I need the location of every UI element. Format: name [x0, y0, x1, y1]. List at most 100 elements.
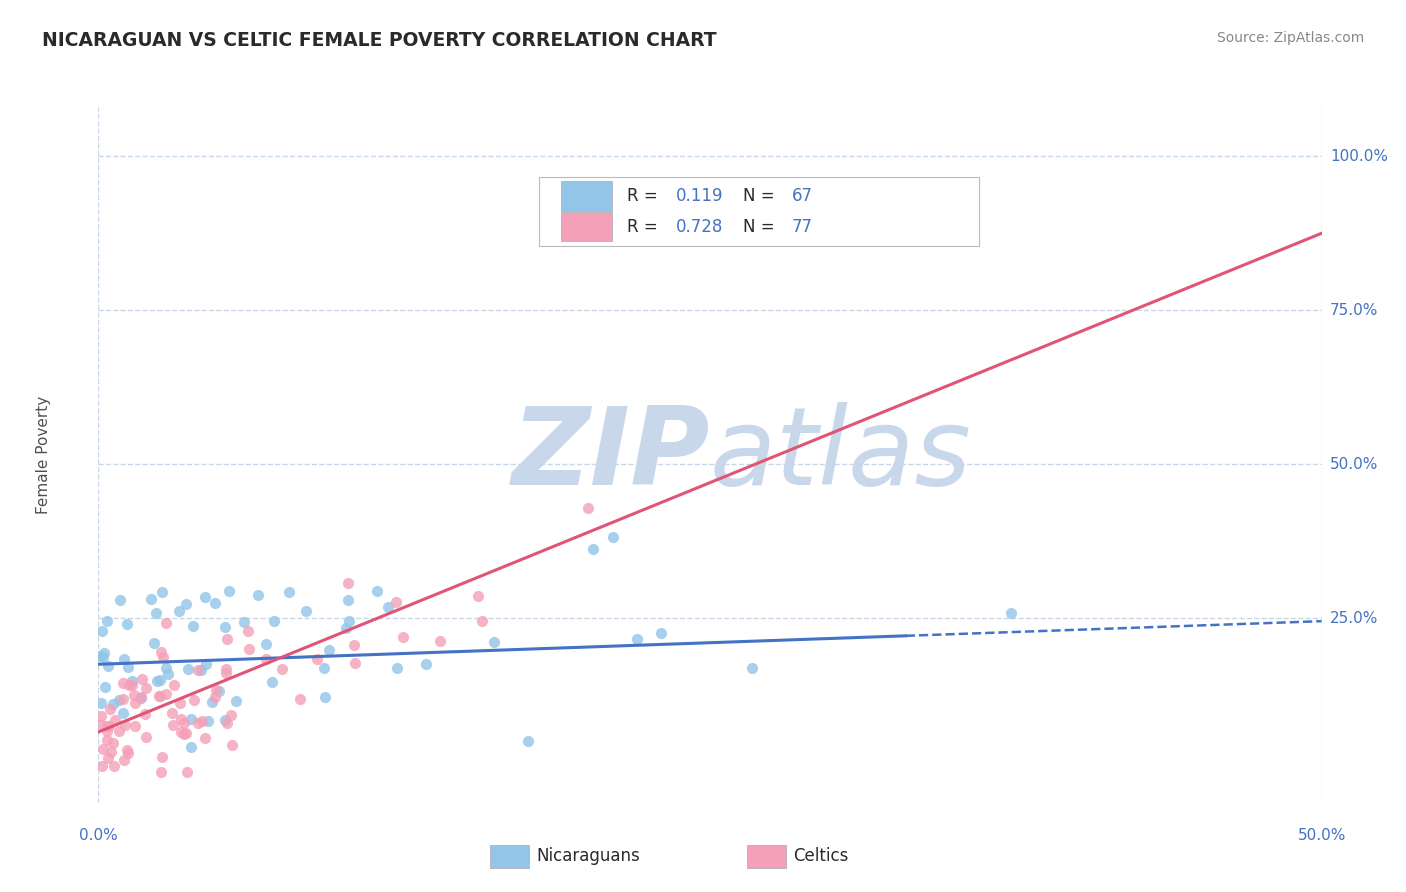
Point [314, 661, 336, 675]
Point [134, 706, 156, 721]
Point [129, 691, 152, 706]
Point [149, 764, 172, 779]
Point [177, 661, 200, 675]
Point [254, 651, 277, 665]
Point [204, 690, 226, 704]
Point [163, 678, 186, 692]
Point [194, 731, 217, 746]
Point [129, 690, 152, 705]
Point [103, 758, 125, 772]
Point [98, 719, 121, 733]
Point [93, 646, 115, 660]
Point [112, 652, 135, 666]
Text: 50.0%: 50.0% [1298, 828, 1346, 843]
Point [112, 706, 135, 720]
Point [467, 590, 489, 604]
Point [335, 621, 357, 635]
Point [100, 745, 122, 759]
Point [194, 657, 217, 671]
Text: NICARAGUAN VS CELTIC FEMALE POVERTY CORRELATION CHART: NICARAGUAN VS CELTIC FEMALE POVERTY CORR… [42, 31, 717, 50]
Point [155, 687, 177, 701]
Point [96, 724, 118, 739]
Point [602, 530, 624, 544]
Text: 50.0%: 50.0% [1330, 457, 1378, 472]
Point [415, 657, 437, 671]
Point [114, 718, 136, 732]
Point [167, 604, 190, 618]
Point [97, 750, 120, 764]
Point [148, 689, 170, 703]
Point [98, 702, 121, 716]
Point [343, 638, 366, 652]
Point [236, 624, 259, 639]
Point [93, 680, 115, 694]
Point [377, 600, 399, 615]
Point [97, 658, 120, 673]
Point [576, 501, 599, 516]
Point [90, 696, 112, 710]
Point [385, 595, 408, 609]
Point [162, 718, 184, 732]
Point [160, 706, 183, 720]
Point [343, 657, 366, 671]
Text: ZIP: ZIP [512, 402, 710, 508]
Point [218, 584, 240, 599]
Point [174, 726, 197, 740]
Point [143, 636, 166, 650]
Point [194, 590, 217, 604]
Point [278, 584, 301, 599]
Point [650, 626, 672, 640]
Point [108, 724, 131, 739]
Point [117, 746, 139, 760]
Point [169, 712, 191, 726]
Point [741, 661, 763, 675]
Point [103, 697, 125, 711]
Point [391, 630, 413, 644]
Point [205, 683, 228, 698]
Point [191, 714, 214, 728]
Point [180, 712, 202, 726]
Point [152, 650, 174, 665]
Point [204, 596, 226, 610]
Point [91, 741, 114, 756]
Text: 77: 77 [792, 218, 813, 235]
Text: 75.0%: 75.0% [1330, 302, 1378, 318]
Point [337, 615, 360, 629]
Point [148, 673, 170, 688]
Text: R =: R = [627, 187, 662, 205]
Point [201, 695, 224, 709]
Point [111, 691, 134, 706]
Point [215, 665, 238, 680]
Point [221, 738, 243, 752]
Point [112, 753, 135, 767]
Point [232, 615, 254, 630]
Text: atlas: atlas [710, 402, 972, 508]
Point [337, 593, 360, 607]
Text: Nicaraguans: Nicaraguans [536, 847, 640, 865]
Text: Source: ZipAtlas.com: Source: ZipAtlas.com [1216, 31, 1364, 45]
Point [217, 716, 239, 731]
Point [118, 678, 141, 692]
Point [155, 661, 177, 675]
Point [215, 632, 238, 647]
Point [295, 604, 318, 618]
Point [146, 674, 169, 689]
Point [482, 635, 505, 649]
Text: R =: R = [627, 218, 662, 235]
Point [238, 642, 260, 657]
Point [117, 660, 139, 674]
Point [214, 713, 236, 727]
Point [124, 688, 146, 702]
Point [246, 589, 269, 603]
Point [124, 719, 146, 733]
Point [173, 727, 195, 741]
Text: N =: N = [742, 187, 780, 205]
Text: 100.0%: 100.0% [1330, 149, 1388, 164]
Point [91, 624, 114, 639]
Point [135, 730, 157, 744]
Point [108, 593, 131, 607]
Text: 25.0%: 25.0% [1330, 611, 1378, 625]
Point [215, 662, 238, 676]
Point [208, 684, 231, 698]
FancyBboxPatch shape [747, 846, 786, 868]
